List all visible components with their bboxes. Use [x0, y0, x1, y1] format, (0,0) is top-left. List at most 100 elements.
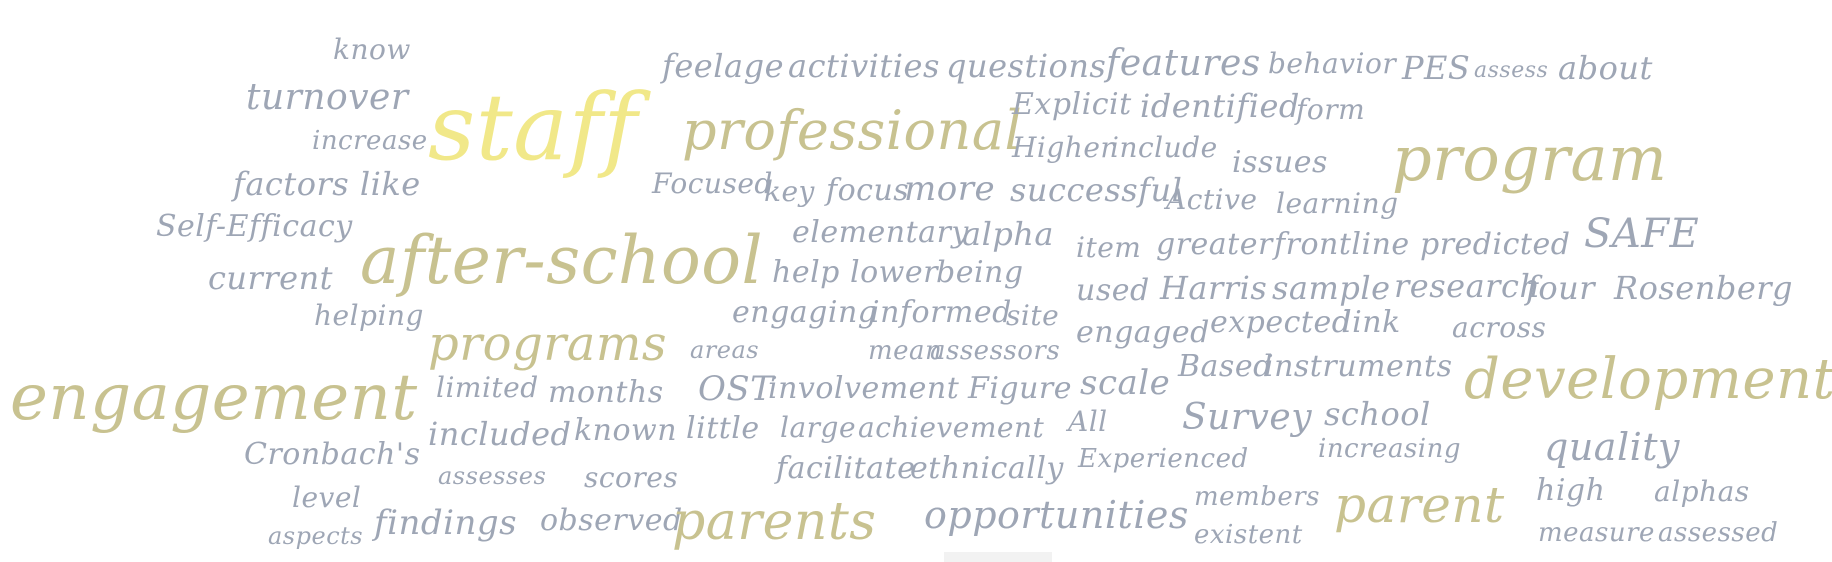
- cloud-word: findings: [374, 503, 518, 543]
- cloud-word: high: [1536, 473, 1606, 508]
- cloud-word: parent: [1334, 476, 1505, 534]
- cloud-word: lower: [850, 255, 938, 290]
- cloud-word: staff: [428, 74, 638, 181]
- cloud-word: turnover: [246, 77, 409, 118]
- cloud-word: link: [1342, 305, 1401, 340]
- cloud-word: engagement: [10, 361, 418, 435]
- cloud-word: behavior: [1268, 47, 1397, 80]
- cloud-word: increasing: [1318, 434, 1461, 464]
- cloud-word: assess: [1474, 58, 1549, 83]
- cloud-word: help: [772, 255, 840, 290]
- cloud-word: engaged: [1076, 315, 1210, 350]
- cloud-word: included: [428, 415, 572, 453]
- cloud-word: Cronbach's: [244, 437, 421, 472]
- cloud-word: used: [1076, 273, 1150, 308]
- cloud-word: engaging: [732, 295, 878, 330]
- cloud-word: assessed: [1658, 518, 1779, 548]
- cloud-word: elementary: [792, 215, 969, 250]
- cloud-word: large: [780, 411, 857, 444]
- cloud-word: know: [333, 33, 411, 66]
- cloud-word: feel: [662, 47, 724, 85]
- cloud-word: key: [764, 175, 815, 208]
- cloud-word: focus: [826, 173, 910, 208]
- cloud-word: informed: [870, 295, 1012, 330]
- cloud-word: measure: [1538, 518, 1655, 548]
- cloud-word: predicted: [1420, 227, 1571, 262]
- cloud-word: quality: [1544, 425, 1680, 469]
- cloud-word: questions: [946, 47, 1107, 85]
- cloud-word: program: [1392, 122, 1668, 195]
- cloud-word: Experienced: [1078, 444, 1249, 474]
- cloud-word: limited: [436, 371, 539, 404]
- cloud-word: PES: [1402, 49, 1471, 87]
- cloud-word: alpha: [962, 215, 1054, 253]
- cloud-word: being: [936, 255, 1024, 290]
- cloud-word: item: [1076, 231, 1142, 264]
- cloud-word: alphas: [1654, 475, 1750, 508]
- cloud-word: months: [548, 375, 664, 410]
- cloud-word: areas: [690, 336, 760, 364]
- bottom-divider: [944, 552, 1052, 562]
- cloud-word: across: [1452, 311, 1547, 344]
- cloud-word: professional: [682, 99, 1023, 162]
- cloud-word: greater: [1156, 227, 1273, 262]
- cloud-word: known: [574, 413, 678, 448]
- cloud-word: existent: [1194, 520, 1303, 550]
- cloud-word: expected: [1210, 305, 1352, 340]
- cloud-word: level: [292, 481, 362, 514]
- cloud-word: Explicit: [1012, 87, 1132, 122]
- cloud-word: factors like: [233, 165, 421, 203]
- cloud-word: helping: [314, 299, 424, 332]
- cloud-word: Self-Efficacy: [156, 209, 353, 244]
- cloud-word: programs: [428, 316, 668, 372]
- cloud-word: ethnically: [910, 451, 1064, 486]
- cloud-word: scale: [1080, 363, 1171, 403]
- cloud-word: facilitate: [776, 451, 916, 486]
- cloud-word: Survey: [1182, 397, 1313, 438]
- cloud-word: successful: [1010, 171, 1183, 209]
- cloud-word: OST: [698, 369, 774, 409]
- cloud-word: sample: [1272, 269, 1391, 307]
- cloud-word: aspects: [268, 522, 364, 550]
- cloud-word: assesses: [438, 462, 547, 490]
- cloud-word: achievement: [858, 411, 1045, 444]
- cloud-word: research: [1394, 267, 1541, 305]
- cloud-word: Harris: [1160, 269, 1268, 307]
- cloud-word: little: [686, 411, 760, 446]
- cloud-word: include: [1110, 131, 1218, 164]
- cloud-word: assessors: [930, 336, 1061, 366]
- cloud-word: school: [1324, 395, 1431, 433]
- cloud-word: SAFE: [1584, 211, 1700, 257]
- cloud-word: opportunities: [924, 493, 1189, 537]
- cloud-word: frontline: [1274, 227, 1410, 262]
- cloud-word: identified: [1140, 87, 1300, 125]
- cloud-word: more: [904, 169, 996, 209]
- cloud-word: about: [1558, 49, 1653, 87]
- cloud-word: Based: [1178, 349, 1273, 384]
- cloud-word: development: [1464, 347, 1832, 412]
- cloud-word: features: [1106, 43, 1261, 84]
- cloud-word: instruments: [1264, 349, 1453, 384]
- cloud-word: Active: [1166, 183, 1258, 216]
- cloud-word: All: [1068, 405, 1108, 438]
- cloud-word: age: [724, 47, 784, 85]
- cloud-word: after-school: [360, 222, 764, 299]
- cloud-word: form: [1296, 93, 1366, 126]
- cloud-word: Rosenberg: [1614, 269, 1794, 307]
- cloud-word: four: [1526, 269, 1596, 307]
- cloud-word: Higher: [1012, 131, 1115, 164]
- cloud-word: parents: [672, 492, 877, 552]
- cloud-word: issues: [1232, 145, 1328, 180]
- cloud-word: Focused: [652, 167, 773, 200]
- cloud-word: members: [1194, 482, 1320, 512]
- cloud-word: increase: [312, 126, 428, 156]
- cloud-word: scores: [584, 461, 679, 494]
- cloud-word: observed: [540, 503, 683, 538]
- cloud-word: current: [208, 259, 334, 297]
- cloud-word: learning: [1276, 187, 1399, 220]
- cloud-word: activities: [788, 47, 940, 85]
- cloud-word: mean: [868, 336, 943, 366]
- cloud-word: involvement: [768, 371, 960, 406]
- cloud-word: site: [1006, 299, 1060, 332]
